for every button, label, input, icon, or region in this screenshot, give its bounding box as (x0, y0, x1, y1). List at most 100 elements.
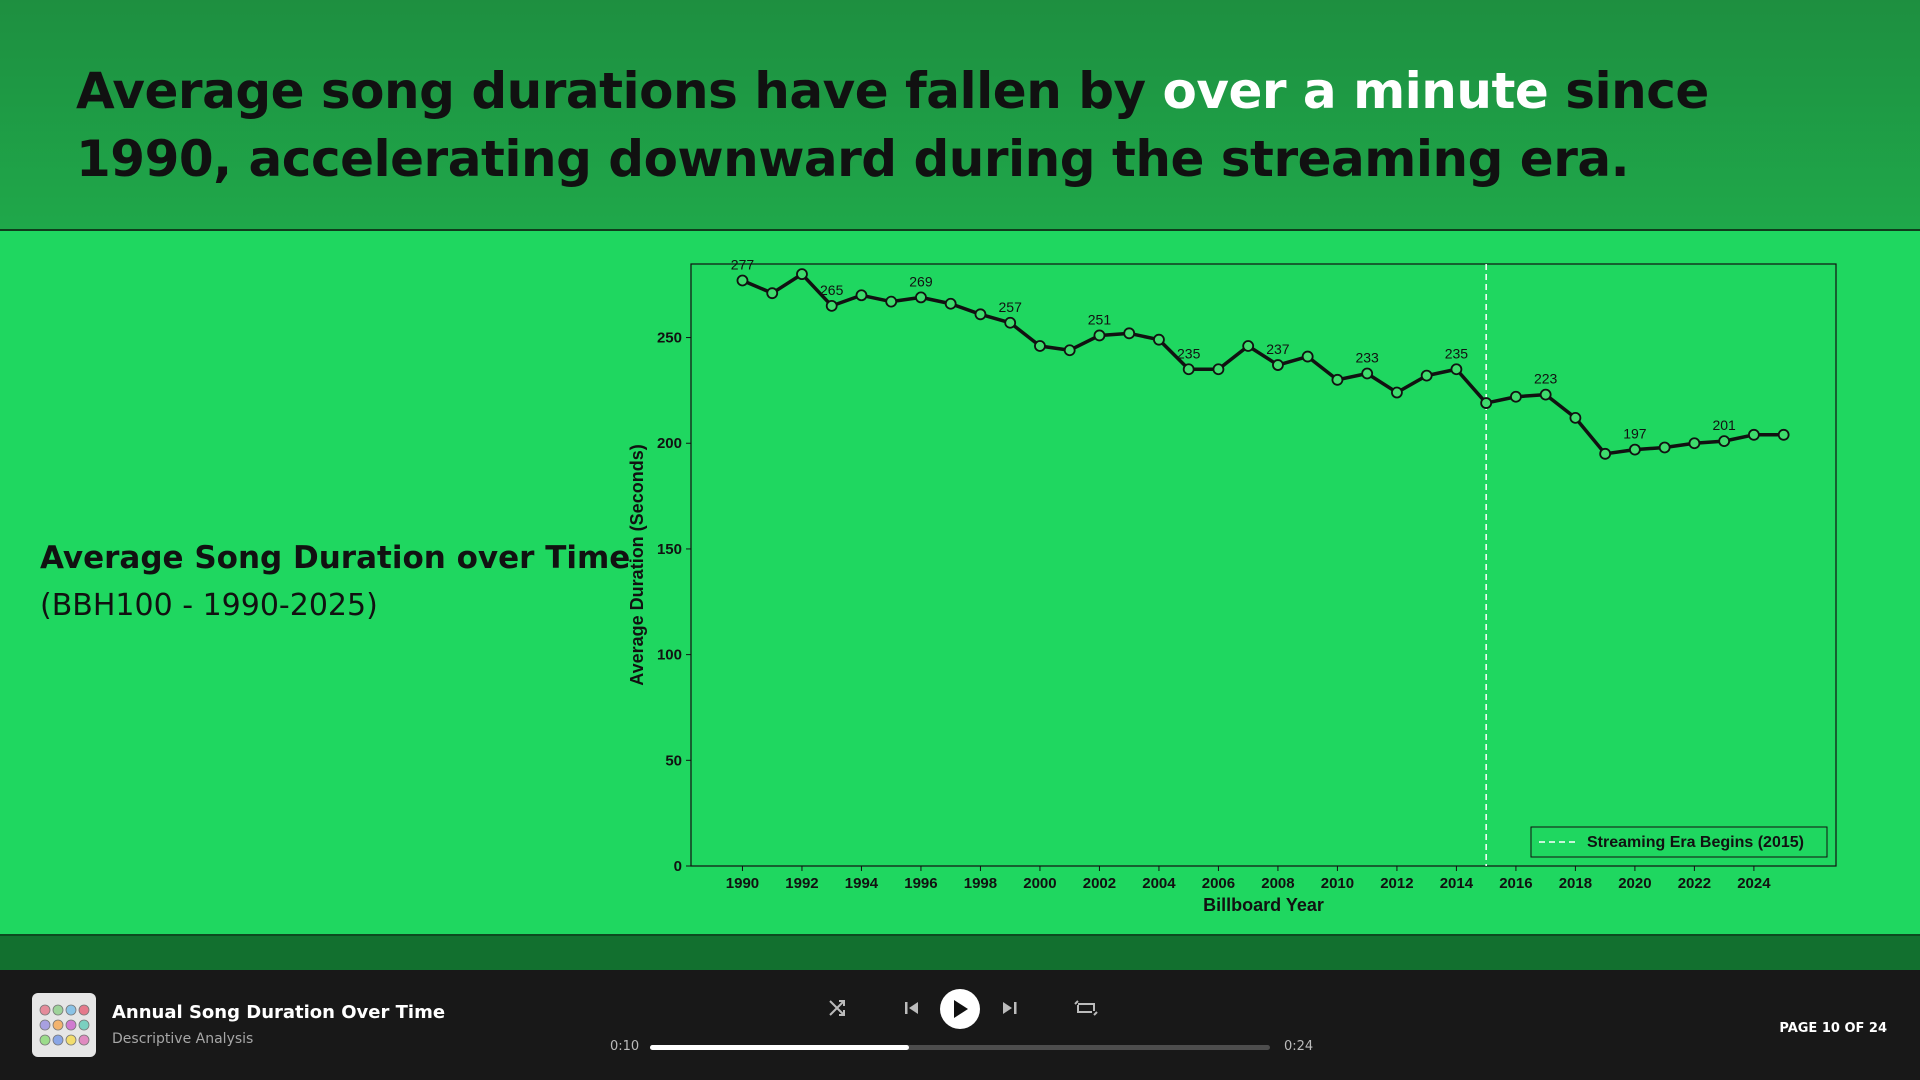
data-label: 257 (999, 299, 1023, 315)
data-point (1510, 390, 1522, 403)
next-button[interactable] (1003, 1002, 1017, 1014)
legend-label: Streaming Era Begins (2015) (1587, 834, 1804, 851)
chart-heading: Average Song Duration over Time (40, 540, 631, 576)
data-point (825, 299, 838, 312)
divider-band (0, 934, 1920, 970)
data-point (1480, 397, 1493, 409)
data-point (1034, 340, 1046, 352)
y-tick-label: 100 (657, 647, 682, 664)
data-point (1391, 386, 1403, 399)
elapsed-time: 0:10 (610, 1039, 640, 1054)
data-label: 251 (1088, 311, 1112, 327)
header: Average song durations have fallen by ov… (0, 0, 1920, 231)
page-indicator: PAGE 10 OF 24 (1779, 1021, 1887, 1036)
y-tick-label: 250 (657, 330, 682, 347)
data-point (1301, 350, 1314, 363)
player-bar: Annual Song Duration Over Time Descripti… (0, 970, 1920, 1080)
data-point (1331, 373, 1344, 386)
data-point (1450, 363, 1463, 376)
total-time: 0:24 (1284, 1039, 1314, 1054)
data-label: 233 (1355, 349, 1379, 365)
track-subtitle: Descriptive Analysis (112, 1031, 254, 1047)
plot-frame (690, 263, 1837, 867)
y-tick-label: 0 (674, 858, 682, 875)
y-tick-label: 50 (665, 752, 682, 769)
data-point (1361, 367, 1374, 380)
y-tick-label: 200 (657, 435, 682, 452)
play-button[interactable] (940, 989, 980, 1029)
data-point (1777, 428, 1790, 441)
chart-subheading: (BBH100 - 1990-2025) (40, 588, 378, 623)
x-tick-label: 2018 (1559, 875, 1592, 892)
data-label: 269 (909, 273, 933, 289)
data-point (1599, 447, 1612, 460)
data-point (1242, 340, 1255, 352)
data-point (1718, 435, 1731, 448)
data-point (1004, 316, 1017, 329)
data-point (1153, 333, 1165, 346)
data-point (1123, 327, 1136, 340)
title-line: 1990, accelerating downward during the s… (76, 130, 1630, 188)
data-point (944, 297, 957, 310)
data-point (1212, 363, 1225, 376)
x-tick-label: 1992 (785, 875, 818, 892)
x-tick-label: 2022 (1678, 875, 1711, 892)
data-label: 277 (731, 256, 755, 272)
title-line: Average song durations have fallen by ov… (76, 62, 1709, 120)
x-tick-label: 2004 (1142, 875, 1176, 892)
x-tick-label: 2014 (1440, 875, 1474, 892)
data-point (766, 287, 779, 300)
x-tick-label: 2012 (1380, 875, 1413, 892)
data-label: 201 (1712, 417, 1736, 433)
repeat-button[interactable] (1074, 1000, 1098, 1016)
data-point (1569, 411, 1582, 424)
x-tick-label: 2016 (1499, 875, 1532, 892)
x-tick-label: 2006 (1202, 875, 1235, 892)
x-tick-label: 1998 (964, 875, 997, 892)
data-point (1272, 359, 1284, 371)
progress-fill (650, 1045, 909, 1050)
track-title: Annual Song Duration Over Time (112, 1002, 446, 1023)
data-label: 197 (1623, 426, 1647, 442)
x-tick-label: 2020 (1618, 875, 1651, 892)
data-point (915, 291, 927, 304)
data-point (1658, 441, 1671, 454)
data-point (1629, 443, 1641, 456)
x-tick-label: 2002 (1083, 875, 1116, 892)
x-tick-label: 2010 (1321, 875, 1354, 892)
data-point (1093, 329, 1106, 342)
data-point (1420, 369, 1433, 382)
title-text: since (1548, 62, 1709, 120)
data-point (1063, 344, 1076, 357)
title-text: 1990, accelerating downward during the s… (76, 130, 1630, 188)
x-axis-title: Billboard Year (1203, 895, 1324, 915)
y-axis-title: Average Duration (Seconds) (627, 444, 647, 685)
data-label: 223 (1534, 371, 1558, 387)
thumbnail[interactable] (32, 993, 96, 1057)
data-point (1747, 428, 1760, 441)
x-tick-label: 2008 (1261, 875, 1294, 892)
x-tick-label: 2000 (1023, 875, 1056, 892)
legend-box (1530, 826, 1828, 858)
title-text: Average song durations have fallen by (76, 62, 1163, 120)
data-point (736, 274, 749, 287)
x-tick-label: 1996 (904, 875, 937, 892)
data-point (1182, 363, 1195, 376)
data-point (974, 308, 987, 321)
data-label: 235 (1445, 345, 1469, 361)
data-point (796, 268, 808, 281)
data-point (855, 289, 868, 302)
data-point (1688, 437, 1701, 450)
x-tick-label: 1990 (726, 875, 759, 892)
y-tick-label: 150 (657, 541, 682, 558)
x-tick-label: 2024 (1737, 875, 1771, 892)
shuffle-button[interactable] (829, 1000, 845, 1016)
x-tick-label: 1994 (845, 875, 879, 892)
title-highlight: over a minute (1162, 62, 1549, 120)
progress-track[interactable] (650, 1045, 1270, 1050)
chart: 0 50 100 150 200 250 1990 1992 1994 1996 1998 2000 2… (627, 256, 1837, 915)
data-label: 235 (1177, 345, 1201, 361)
previous-button[interactable] (905, 1002, 918, 1014)
controls (829, 989, 1098, 1029)
